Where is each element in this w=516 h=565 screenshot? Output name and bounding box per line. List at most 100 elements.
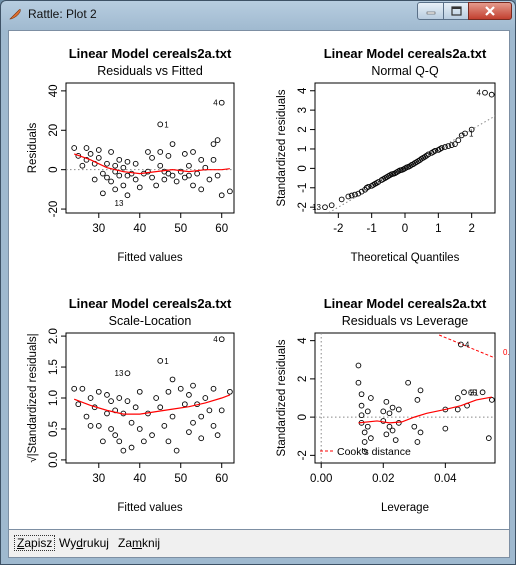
point-label: 13 <box>115 369 124 378</box>
data-point <box>165 153 172 159</box>
plot-inner <box>66 99 234 199</box>
data-point <box>124 398 131 404</box>
data-point <box>149 154 155 161</box>
data-point <box>79 162 86 169</box>
print-button[interactable]: Wydrukuj <box>59 536 109 550</box>
chart-panel-3: Linear Model cereals2a.txt Scale-Location… <box>26 296 235 514</box>
y-tick-label: 0 <box>297 414 309 420</box>
data-point <box>181 151 188 157</box>
data-point <box>169 413 176 420</box>
y-tick-label: -2 <box>297 202 309 212</box>
data-point <box>345 193 352 200</box>
data-point <box>91 176 98 183</box>
maximize-button[interactable] <box>443 2 469 20</box>
save-button[interactable]: Zapisz <box>14 535 56 551</box>
data-point <box>386 410 393 417</box>
data-point <box>198 435 205 442</box>
close-button[interactable]: Zamknij <box>118 536 161 550</box>
point-label: 4 <box>465 340 470 349</box>
y-tick-label: 2.0 <box>48 328 60 344</box>
close-window-button[interactable] <box>468 2 512 20</box>
y-tick-label: 2 <box>297 126 309 132</box>
data-point <box>348 192 355 199</box>
data-point <box>120 164 127 171</box>
data-point <box>186 429 192 435</box>
data-point <box>95 423 102 429</box>
x-tick-label: 1 <box>435 223 441 235</box>
data-point <box>87 395 94 401</box>
point-label: 1 <box>164 357 169 366</box>
x-tick-label: 50 <box>174 223 187 235</box>
smooth-line <box>73 394 231 415</box>
data-point <box>173 447 180 454</box>
data-point <box>186 392 192 398</box>
data-point <box>355 379 362 386</box>
data-point <box>364 408 371 415</box>
cook-contour-label: 0.5 <box>503 348 509 357</box>
data-point <box>181 401 188 408</box>
plot-inner <box>322 89 495 213</box>
x-tick-label: 40 <box>133 223 146 235</box>
x-tick-label: 2 <box>468 223 474 235</box>
title-bar[interactable]: Rattle: Plot 2 <box>1 1 515 29</box>
data-point <box>411 423 418 430</box>
feather-icon <box>9 9 21 20</box>
data-point <box>128 444 135 451</box>
cook-distance-contour <box>438 334 495 359</box>
y-tick-label: 1 <box>297 146 309 152</box>
data-point <box>358 391 365 398</box>
data-point <box>120 182 127 189</box>
chart-title: Linear Model cereals2a.txt <box>324 46 487 61</box>
data-point <box>104 160 110 167</box>
data-point <box>190 182 196 189</box>
plot-inner <box>315 333 495 463</box>
data-point <box>338 196 345 203</box>
x-tick-label: 30 <box>92 223 105 235</box>
data-point <box>389 404 396 411</box>
data-point <box>132 176 139 183</box>
y-axis-label: Standardized residuals <box>276 89 288 206</box>
minimize-button[interactable] <box>417 2 444 20</box>
data-point <box>145 149 151 155</box>
x-axis-label: Leverage <box>381 502 429 514</box>
data-point <box>83 413 90 420</box>
data-point <box>455 137 462 144</box>
data-point <box>120 447 127 454</box>
data-point <box>100 170 106 177</box>
plot-area: Linear Model cereals2a.txt Residuals vs F… <box>8 30 515 530</box>
plot-frame <box>65 332 235 464</box>
y-tick-label: 1.5 <box>48 359 60 375</box>
data-point <box>116 438 123 445</box>
point-label: 31 <box>470 388 479 397</box>
data-point <box>414 397 421 403</box>
button-bar: Zapisz Wydrukuj Zamknij <box>8 530 510 558</box>
smooth-line <box>358 396 493 424</box>
point-label: 1 <box>469 129 474 138</box>
data-point <box>198 186 205 193</box>
data-point <box>454 395 461 401</box>
data-point <box>452 141 458 147</box>
data-point <box>445 143 452 149</box>
data-point <box>153 395 159 401</box>
window-title: Rattle: Plot 2 <box>28 7 97 21</box>
y-tick-label: 0 <box>48 166 60 172</box>
data-point <box>124 192 131 199</box>
data-point <box>87 151 94 157</box>
data-point <box>210 385 217 392</box>
data-point <box>361 429 368 436</box>
chart-title: Linear Model cereals2a.txt <box>69 296 232 311</box>
data-point <box>104 410 110 417</box>
plot-frame <box>314 82 496 214</box>
data-point <box>128 419 135 426</box>
data-point <box>214 137 221 143</box>
plot-frame <box>65 82 235 214</box>
data-point <box>104 392 110 398</box>
chart-panel-1: Linear Model cereals2a.txt Residuals vs F… <box>27 46 235 264</box>
data-point <box>355 362 362 369</box>
data-point <box>186 172 192 179</box>
data-point <box>128 170 135 177</box>
data-point <box>157 149 164 155</box>
y-tick-label: 1.0 <box>48 390 60 406</box>
legend-label: Cook's distance <box>337 446 411 458</box>
